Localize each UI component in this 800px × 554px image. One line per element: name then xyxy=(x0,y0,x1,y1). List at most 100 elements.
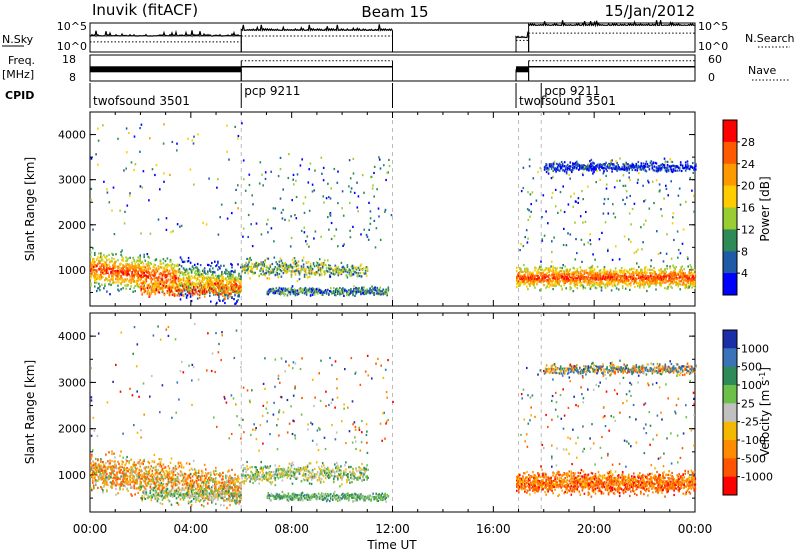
scatter-cell xyxy=(148,293,151,296)
scatter-cell xyxy=(577,272,580,275)
scatter-cell xyxy=(187,286,190,289)
scatter-cell xyxy=(546,166,549,169)
scatter-cell xyxy=(178,270,181,273)
scatter-cell xyxy=(341,290,343,293)
scatter-cell xyxy=(684,272,686,275)
scatter-cell xyxy=(173,264,176,267)
scatter-cell xyxy=(278,289,281,292)
scatter-cell xyxy=(157,288,160,291)
scatter-cell xyxy=(284,261,287,265)
scatter-cell xyxy=(660,281,662,284)
scatter-cell xyxy=(650,259,653,262)
scatter-cell xyxy=(187,256,190,260)
scatter-cell xyxy=(614,267,617,270)
scatter-cell xyxy=(293,265,296,268)
scatter-cell xyxy=(213,270,215,273)
scatter-cell xyxy=(294,214,296,217)
scatter-cell xyxy=(302,266,305,269)
scatter-cell xyxy=(141,260,143,263)
scatter-cell xyxy=(263,273,265,276)
scatter-cell xyxy=(230,262,232,266)
scatter-cell xyxy=(547,279,549,282)
scatter-cell xyxy=(112,281,114,285)
scatter-cell xyxy=(526,269,528,272)
scatter-cell xyxy=(663,272,665,275)
scatter-cell xyxy=(642,184,644,187)
scatter-cell xyxy=(117,137,119,140)
scatter-cell xyxy=(95,278,97,281)
scatter-cell xyxy=(605,270,608,273)
scatter-cell xyxy=(242,235,244,238)
scatter-cell xyxy=(174,279,177,282)
scatter-cell xyxy=(351,291,353,294)
scatter-cell xyxy=(590,166,592,169)
scatter-cell xyxy=(582,276,585,279)
scatter-cell xyxy=(311,287,314,290)
scatter-cell xyxy=(553,272,555,275)
scatter-cell xyxy=(329,197,332,200)
scatter-cell xyxy=(585,166,587,169)
scatter-cell xyxy=(664,272,666,276)
scatter-cell xyxy=(333,234,336,238)
scatter-cell xyxy=(596,283,599,286)
scatter-cell xyxy=(539,289,541,292)
scatter-cell xyxy=(519,271,521,274)
scatter-cell xyxy=(191,291,194,294)
scatter-cell xyxy=(385,288,387,291)
scatter-cell xyxy=(92,470,94,473)
scatter-cell xyxy=(665,281,667,284)
scatter-cell xyxy=(523,280,525,283)
scatter-cell xyxy=(570,165,572,168)
scatter-cell xyxy=(639,285,641,288)
scatter-cell xyxy=(688,276,690,279)
scatter-cell xyxy=(171,286,174,289)
scatter-cell xyxy=(601,231,603,234)
scatter-cell xyxy=(657,169,660,172)
scatter-cell xyxy=(256,264,258,267)
scatter-cell xyxy=(145,263,148,266)
scatter-cell xyxy=(637,178,639,181)
scatter-cell xyxy=(292,261,295,264)
scatter-cell xyxy=(623,268,626,271)
scatter-cell xyxy=(149,261,152,265)
scatter-cell xyxy=(566,168,569,171)
scatter-cell xyxy=(546,271,548,275)
scatter-cell xyxy=(665,278,667,281)
scatter-cell xyxy=(339,269,342,272)
scatter-cell xyxy=(171,293,174,296)
scatter-cell xyxy=(674,273,676,276)
scatter-cell xyxy=(545,286,547,289)
scatter-cell xyxy=(219,216,221,219)
scatter-cell xyxy=(623,167,625,170)
scatter-cell xyxy=(189,168,192,171)
scatter-cell xyxy=(688,286,690,289)
scatter-cell xyxy=(187,282,190,285)
scatter-cell xyxy=(258,274,260,277)
scatter-cell xyxy=(557,274,559,277)
scatter-cell xyxy=(140,274,142,277)
scatter-cell xyxy=(207,263,209,266)
scatter-cell xyxy=(637,274,639,277)
scatter-cell xyxy=(231,274,233,278)
scatter-cell xyxy=(656,280,658,284)
scatter-cell xyxy=(375,227,378,230)
scatter-cell xyxy=(605,278,608,281)
scatter-cell xyxy=(363,293,365,296)
scatter-cell xyxy=(153,277,156,280)
scatter-cell xyxy=(576,163,578,166)
scatter-cell xyxy=(588,283,591,286)
scatter-cell xyxy=(291,258,294,261)
scatter-cell xyxy=(195,279,198,282)
scatter-cell xyxy=(631,276,633,279)
scatter-cell xyxy=(133,286,135,289)
scatter-cell xyxy=(148,266,151,269)
scatter-cell xyxy=(350,274,353,277)
scatter-cell xyxy=(108,274,110,277)
scatter-cell xyxy=(91,265,93,268)
scatter-cell xyxy=(172,284,175,287)
scatter-cell xyxy=(534,274,536,277)
scatter-cell xyxy=(672,264,674,267)
scatter-cell xyxy=(146,292,149,295)
scatter-cell xyxy=(239,286,241,289)
scatter-cell xyxy=(233,288,235,291)
